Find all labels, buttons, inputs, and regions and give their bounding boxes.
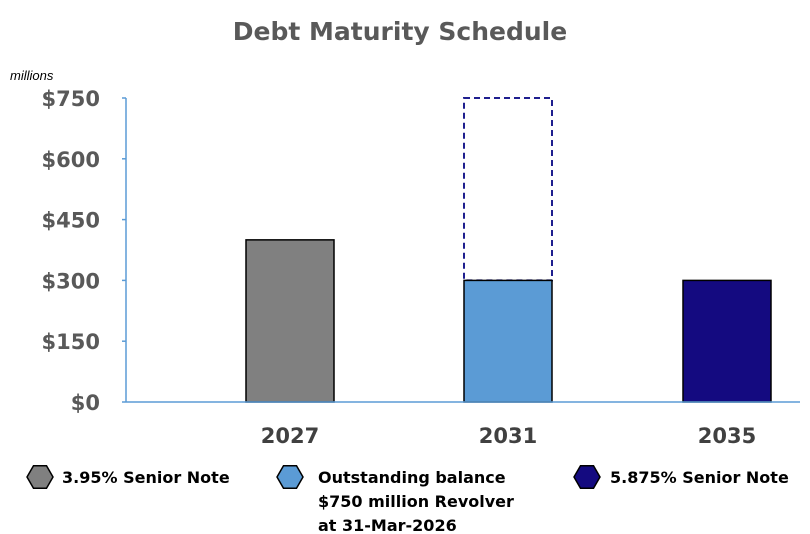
bar-2035 — [682, 279, 772, 403]
x-axis-ticks: 2027 2031 2035 — [261, 424, 756, 448]
legend-label: 5.875% Senior Note — [610, 468, 789, 487]
bar-2031 — [463, 279, 553, 403]
legend: 3.95% Senior Note Outstanding balance $750… — [26, 464, 789, 534]
unit-label: millions — [10, 68, 54, 83]
x-tick-label: 2035 — [698, 424, 756, 448]
x-tick-label: 2031 — [479, 424, 537, 448]
bar-2027 — [245, 239, 335, 403]
y-tick-label: $750 — [42, 87, 100, 111]
x-tick-label: 2027 — [261, 424, 319, 448]
y-axis-ticks: $0 $150 $300 $450 $600 $750 — [42, 87, 100, 415]
y-tick-label: $450 — [42, 209, 100, 233]
revolver-capacity-outline — [463, 97, 553, 282]
y-tick-label: $300 — [42, 269, 100, 293]
legend-label: 3.95% Senior Note — [62, 468, 230, 487]
chart-title: Debt Maturity Schedule — [233, 17, 567, 46]
y-tick-label: $150 — [42, 330, 100, 354]
legend-swatch — [573, 464, 601, 490]
y-tick-label: $0 — [71, 391, 100, 415]
legend-label: at 31-Mar-2026 — [318, 516, 457, 534]
legend-label: $750 million Revolver — [318, 492, 514, 511]
y-tick-label: $600 — [42, 148, 100, 172]
legend-swatch — [26, 464, 54, 490]
legend-swatch — [276, 464, 304, 490]
bars — [245, 97, 772, 403]
legend-label: Outstanding balance — [318, 468, 506, 487]
